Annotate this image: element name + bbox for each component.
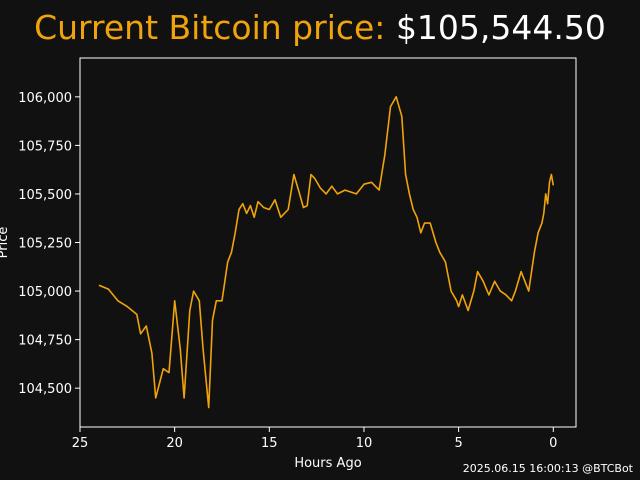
current-price: $105,544.50: [395, 8, 606, 47]
x-tick-label: 20: [166, 436, 183, 451]
x-tick-label: 15: [261, 436, 278, 451]
y-tick-label: 105,500: [18, 188, 72, 203]
y-tick-label: 104,500: [18, 382, 72, 397]
y-tick-label: 105,750: [18, 139, 72, 154]
y-axis-label: Price: [0, 227, 11, 259]
y-tick-label: 106,000: [18, 91, 72, 106]
y-tick-label: 104,750: [18, 334, 72, 349]
x-tick-label: 5: [454, 436, 462, 451]
footer-timestamp: 2025.06.15 16:00:13 @BTCBot: [462, 462, 633, 475]
plot-frame: [79, 57, 577, 428]
y-tick-label: 105,000: [18, 285, 72, 300]
x-tick-label: 10: [356, 436, 373, 451]
y-tick-label: 105,250: [18, 237, 72, 252]
price-line: [98, 96, 555, 409]
x-tick-label: 0: [549, 436, 557, 451]
chart-title: Current Bitcoin price: $105,544.50: [0, 8, 640, 47]
x-axis-label: Hours Ago: [294, 456, 361, 471]
title-label: Current Bitcoin price:: [34, 8, 386, 47]
x-tick-label: 25: [72, 436, 89, 451]
